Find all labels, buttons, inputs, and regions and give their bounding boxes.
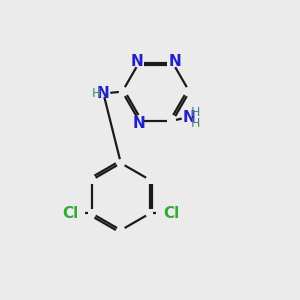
Text: N: N bbox=[97, 85, 110, 100]
Text: H: H bbox=[190, 116, 200, 130]
Text: H: H bbox=[92, 87, 102, 100]
Text: H: H bbox=[190, 106, 200, 119]
Text: N: N bbox=[133, 116, 146, 130]
Text: N: N bbox=[182, 110, 195, 125]
Text: N: N bbox=[169, 54, 181, 69]
Text: Cl: Cl bbox=[62, 206, 78, 221]
Text: Cl: Cl bbox=[164, 206, 180, 221]
Text: N: N bbox=[130, 54, 143, 69]
